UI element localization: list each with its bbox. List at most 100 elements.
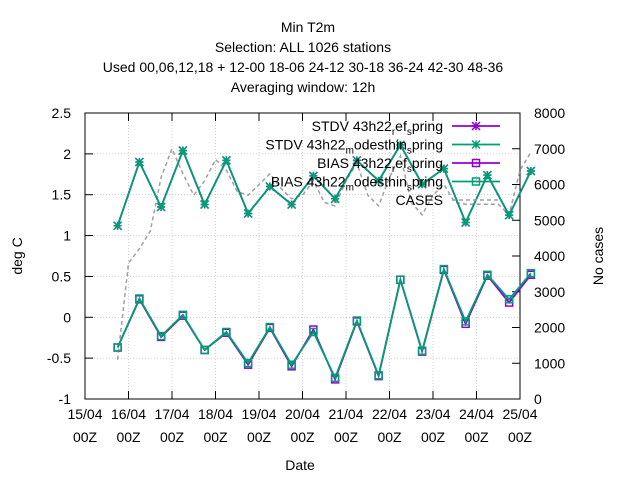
plot-grid [84,112,521,400]
legend-label: BIAS 43h22refspring [317,155,443,175]
y2-tick-label: 2000 [534,320,565,336]
data-point [178,310,188,320]
legend-entry: BIAS 43h22modesthinspring [271,174,500,194]
data-point [330,373,340,383]
series-line [116,143,532,227]
title-line-1: Min T2m [281,19,335,35]
x-tick-label-hour: 00Z [203,429,228,445]
data-point [395,140,405,150]
data-point [439,164,449,174]
series-1 [113,140,536,231]
data-point [308,171,318,181]
legend-label: STDV 43h22modesthinspring [265,137,443,157]
x-axis: 15/04 00Z 16/04 00Z 17/04 00Z 18/04 00Z 19/04 00Z… [67,113,538,445]
series-2 [113,265,536,384]
x-tick-label-hour: 00Z [377,429,402,445]
data-point [504,210,514,220]
x-tick-label-hour: 00Z [334,429,359,445]
legend-label: CASES [396,192,443,208]
legend-marker [471,158,481,168]
y-tick-label: 1 [63,228,71,244]
data-point [135,294,144,303]
y-axis-right: 8000 7000 6000 5000 4000 3000 2000 1000 0 [512,105,565,407]
legend-label: BIAS 43h22modesthinspring [271,174,443,194]
data-point [417,346,427,356]
data-point [461,217,471,228]
y-tick-label: 2 [63,146,71,162]
title-line-4: Averaging window: 12h [231,79,376,95]
series-line [116,266,532,381]
y-axis-left: 2.5 2 1.5 1 0.5 0 -0.5 -1 [47,105,93,407]
x-tick-label-hour: 00Z [247,429,272,445]
x-tick-label-hour: 00Z [160,429,185,445]
series-layer [113,140,536,384]
data-point [222,327,231,337]
data-point [221,155,231,165]
legend-marker [471,121,481,131]
data-point [265,182,275,192]
data-point [396,275,405,284]
y-tick-label: -0.5 [47,350,71,366]
x-tick-label-hour: 00Z [290,429,315,445]
legend-entry: CASES [396,192,500,208]
data-point [504,295,514,304]
data-point [243,358,253,368]
x-tick-label-date: 22/04 [372,406,407,422]
data-point [374,371,383,380]
data-point [200,345,209,355]
y-tick-label: -1 [59,391,72,407]
data-point [374,176,384,186]
x-tick-label-date: 18/04 [198,406,233,422]
data-point [417,179,427,189]
x-tick-label-hour: 00Z [73,429,98,445]
x-tick-label-hour: 00Z [464,429,489,445]
x-tick-label-date: 24/04 [459,406,494,422]
y2-tick-label: 7000 [534,141,565,157]
data-point [483,270,492,280]
x-tick-label-hour: 00Z [421,429,446,445]
data-point [178,146,188,156]
x-tick-label-date: 21/04 [328,406,363,422]
y2-tick-label: 6000 [534,177,565,193]
y2-tick-label: 4000 [534,248,565,264]
y2-tick-label: 5000 [534,212,565,228]
x-tick-label-hour: 00Z [116,429,141,445]
y-axis-label: deg C [9,237,25,274]
data-point [243,208,253,219]
chart-titles: Min T2m Selection: ALL 1026 stations Use… [103,19,504,95]
data-point [156,202,166,212]
y2-tick-label: 0 [534,391,542,407]
data-point [352,155,362,165]
data-point [330,194,340,204]
y-tick-label: 0 [63,309,71,325]
legend-marker [471,139,481,150]
data-point [309,327,318,337]
data-point [526,166,536,176]
x-tick-label-date: 16/04 [111,406,146,422]
data-point [287,199,297,210]
data-point [482,170,492,180]
x-tick-label-date: 17/04 [154,406,189,422]
y-tick-label: 0.5 [52,268,72,284]
data-point [156,331,166,341]
data-point [200,199,210,210]
legend-marker [471,177,481,186]
x-tick-label-date: 15/04 [67,406,102,422]
data-point [113,343,122,352]
data-point [461,317,470,326]
x-tick-label-date: 20/04 [285,406,320,422]
y2-tick-label: 3000 [534,284,565,300]
y-tick-label: 2.5 [52,105,72,121]
y-tick-label: 1.5 [52,187,72,203]
data-point [352,316,362,325]
x-tick-label-hour: 00Z [508,429,533,445]
legend-label: STDV 43h22refspring [312,118,443,138]
data-point [134,157,144,167]
data-point [265,322,275,332]
x-axis-label: Date [285,457,315,473]
data-point [113,221,123,231]
series-3 [113,264,536,383]
legend-entry: STDV 43h22refspring [312,118,500,138]
